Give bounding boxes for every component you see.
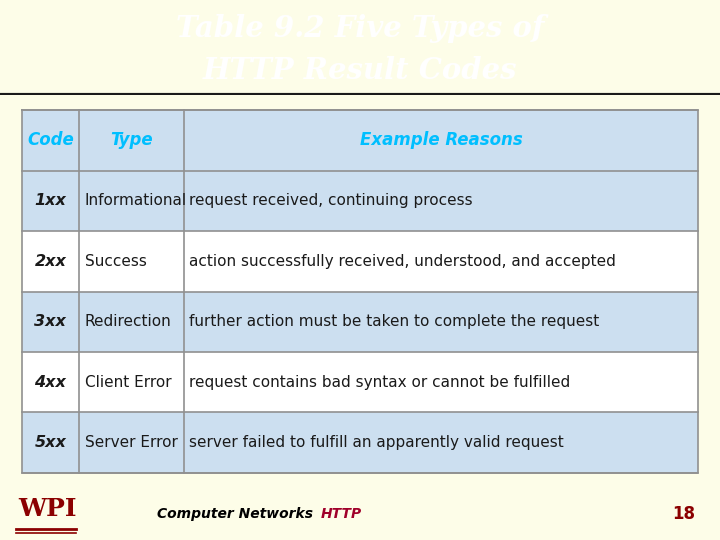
Text: Code: Code bbox=[27, 131, 73, 150]
Text: server failed to fulfill an apparently valid request: server failed to fulfill an apparently v… bbox=[189, 435, 564, 450]
Text: request received, continuing process: request received, continuing process bbox=[189, 193, 473, 208]
Text: Type: Type bbox=[110, 131, 153, 150]
Text: 5xx: 5xx bbox=[35, 435, 66, 450]
Bar bbox=[22, 292, 698, 352]
Bar bbox=[22, 352, 698, 413]
Bar bbox=[22, 171, 698, 231]
Text: 1xx: 1xx bbox=[35, 193, 66, 208]
Text: Computer Networks: Computer Networks bbox=[157, 508, 313, 521]
Bar bbox=[22, 110, 698, 171]
Text: Example Reasons: Example Reasons bbox=[360, 131, 523, 150]
Text: 3xx: 3xx bbox=[35, 314, 66, 329]
Text: WPI: WPI bbox=[18, 497, 76, 521]
Text: Informational: Informational bbox=[84, 193, 186, 208]
Text: Server Error: Server Error bbox=[84, 435, 177, 450]
Text: Table 9.2 Five Types of: Table 9.2 Five Types of bbox=[176, 14, 544, 43]
Text: Client Error: Client Error bbox=[84, 375, 171, 390]
Text: further action must be taken to complete the request: further action must be taken to complete… bbox=[189, 314, 600, 329]
Text: Success: Success bbox=[84, 254, 146, 269]
Text: Redirection: Redirection bbox=[84, 314, 171, 329]
Text: request contains bad syntax or cannot be fulfilled: request contains bad syntax or cannot be… bbox=[189, 375, 571, 390]
Bar bbox=[22, 413, 698, 473]
Text: action successfully received, understood, and accepted: action successfully received, understood… bbox=[189, 254, 616, 269]
Text: 4xx: 4xx bbox=[35, 375, 66, 390]
Bar bbox=[22, 231, 698, 292]
Text: HTTP: HTTP bbox=[320, 508, 361, 521]
Text: 18: 18 bbox=[672, 505, 695, 523]
Text: HTTP Result Codes: HTTP Result Codes bbox=[203, 56, 517, 85]
Text: 2xx: 2xx bbox=[35, 254, 66, 269]
